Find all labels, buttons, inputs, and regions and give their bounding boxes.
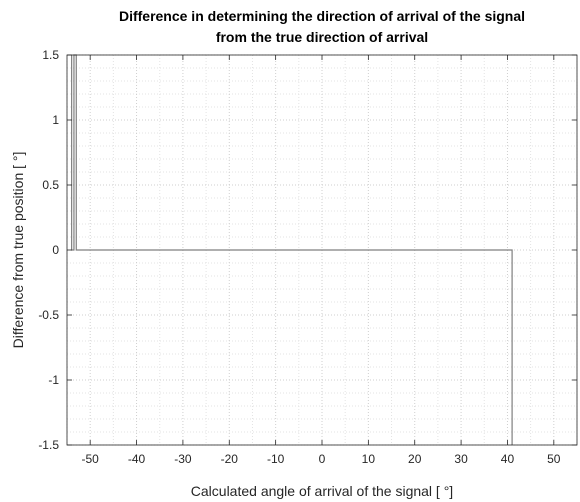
x-tick-label: 0 <box>319 452 326 466</box>
x-axis-label: Calculated angle of arrival of the signa… <box>191 483 453 499</box>
x-tick-label: 20 <box>408 452 422 466</box>
x-tick-label: 40 <box>501 452 515 466</box>
x-tick-label: -30 <box>174 452 192 466</box>
y-tick-label: -0.5 <box>38 308 59 322</box>
y-tick-label: 0.5 <box>42 178 59 192</box>
x-tick-label: -50 <box>82 452 100 466</box>
y-axis-label: Difference from true position [ °] <box>10 152 26 349</box>
y-tick-label: -1 <box>48 373 59 387</box>
x-tick-label: 10 <box>362 452 376 466</box>
y-tick-label: 1.5 <box>42 48 59 62</box>
x-tick-label: 30 <box>454 452 468 466</box>
plot-area: -50 -40 -30 -20 -10 0 10 20 30 40 50 1.5 1 0.5 0 -0.5 -1… <box>38 48 578 466</box>
x-tick-label: -20 <box>221 452 239 466</box>
x-tick-label: -10 <box>267 452 285 466</box>
y-tick-label: 0 <box>52 243 59 257</box>
x-tick-label: 50 <box>547 452 561 466</box>
chart-title-line-1: Difference in determining the direction … <box>119 8 525 24</box>
y-tick-label: 1 <box>52 113 59 127</box>
x-tick-label: -40 <box>128 452 146 466</box>
y-tick-label: -1.5 <box>38 438 59 452</box>
chart-title-line-2: from the true direction of arrival <box>216 29 428 45</box>
